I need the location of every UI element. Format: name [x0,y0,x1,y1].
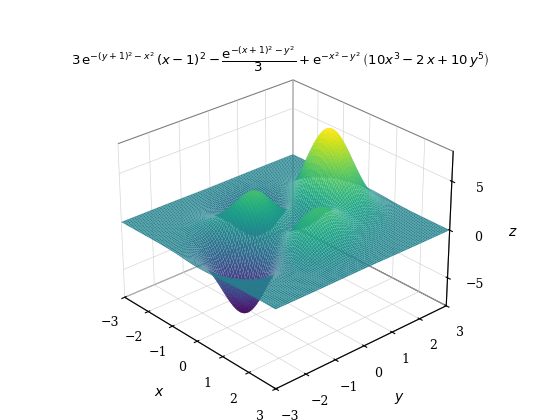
X-axis label: $x$: $x$ [153,385,164,399]
Y-axis label: $y$: $y$ [394,391,404,406]
Title: $3\,\mathrm{e}^{-(y+1)^2-x^2}\,(x-1)^2 - \dfrac{\mathrm{e}^{-(x+1)^2-y^2}}{3} + : $3\,\mathrm{e}^{-(y+1)^2-x^2}\,(x-1)^2 -… [71,44,489,74]
